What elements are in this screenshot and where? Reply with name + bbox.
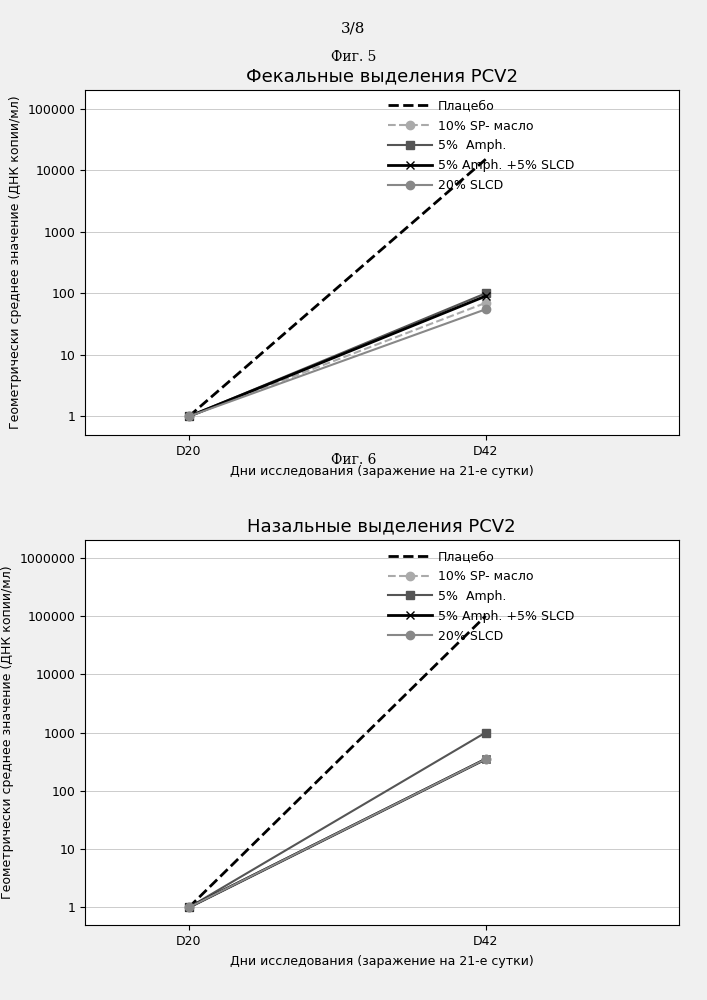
- Text: Фиг. 5: Фиг. 5: [331, 50, 376, 64]
- Line: 5% Amph. +5% SLCD: 5% Amph. +5% SLCD: [185, 292, 490, 421]
- Line: Плацебо: Плацебо: [189, 616, 486, 907]
- Line: 5% Amph. +5% SLCD: 5% Amph. +5% SLCD: [185, 755, 490, 912]
- Line: 20% SLCD: 20% SLCD: [185, 305, 490, 421]
- 20% SLCD: [481, 303, 490, 315]
- Плацебо: [481, 610, 490, 622]
- 10% SP- масло: [185, 410, 193, 422]
- 5%  Amph.: [481, 287, 490, 299]
- Title: Фекальные выделения PCV2: Фекальные выделения PCV2: [246, 68, 518, 86]
- Line: 20% SLCD: 20% SLCD: [185, 755, 490, 912]
- 5% Amph. +5% SLCD: [185, 410, 193, 422]
- Y-axis label: Геометрически среднее значение (ДНК копии/мл): Геометрически среднее значение (ДНК копи…: [8, 96, 22, 429]
- 10% SP- масло: [185, 901, 193, 913]
- Line: 5%  Amph.: 5% Amph.: [185, 728, 490, 912]
- Line: 10% SP- масло: 10% SP- масло: [185, 299, 490, 421]
- 5% Amph. +5% SLCD: [481, 290, 490, 302]
- 5% Amph. +5% SLCD: [185, 901, 193, 913]
- 10% SP- масло: [481, 297, 490, 309]
- Плацебо: [185, 901, 193, 913]
- Legend: Плацебо, 10% SP- масло, 5%  Amph., 5% Amph. +5% SLCD, 20% SLCD: Плацебо, 10% SP- масло, 5% Amph., 5% Amp…: [388, 550, 574, 643]
- 5%  Amph.: [481, 726, 490, 738]
- Y-axis label: Геометрически среднее значение (ДНК копии/мл): Геометрически среднее значение (ДНК копи…: [1, 566, 13, 899]
- Line: 10% SP- масло: 10% SP- масло: [185, 755, 490, 912]
- X-axis label: Дни исследования (заражение на 21-е сутки): Дни исследования (заражение на 21-е сутк…: [230, 955, 534, 968]
- Плацебо: [185, 410, 193, 422]
- 20% SLCD: [185, 901, 193, 913]
- 20% SLCD: [481, 753, 490, 765]
- 10% SP- масло: [481, 753, 490, 765]
- Title: Назальные выделения PCV2: Назальные выделения PCV2: [247, 518, 516, 536]
- 5% Amph. +5% SLCD: [481, 753, 490, 765]
- 5%  Amph.: [185, 410, 193, 422]
- 5%  Amph.: [185, 901, 193, 913]
- Плацебо: [481, 153, 490, 165]
- Line: 5%  Amph.: 5% Amph.: [185, 289, 490, 421]
- Legend: Плацебо, 10% SP- масло, 5%  Amph., 5% Amph. +5% SLCD, 20% SLCD: Плацебо, 10% SP- масло, 5% Amph., 5% Amp…: [388, 100, 574, 192]
- X-axis label: Дни исследования (заражение на 21-е сутки): Дни исследования (заражение на 21-е сутк…: [230, 465, 534, 478]
- Line: Плацебо: Плацебо: [189, 159, 486, 416]
- Text: Фиг. 6: Фиг. 6: [331, 453, 376, 467]
- Text: 3/8: 3/8: [341, 22, 366, 36]
- 20% SLCD: [185, 410, 193, 422]
